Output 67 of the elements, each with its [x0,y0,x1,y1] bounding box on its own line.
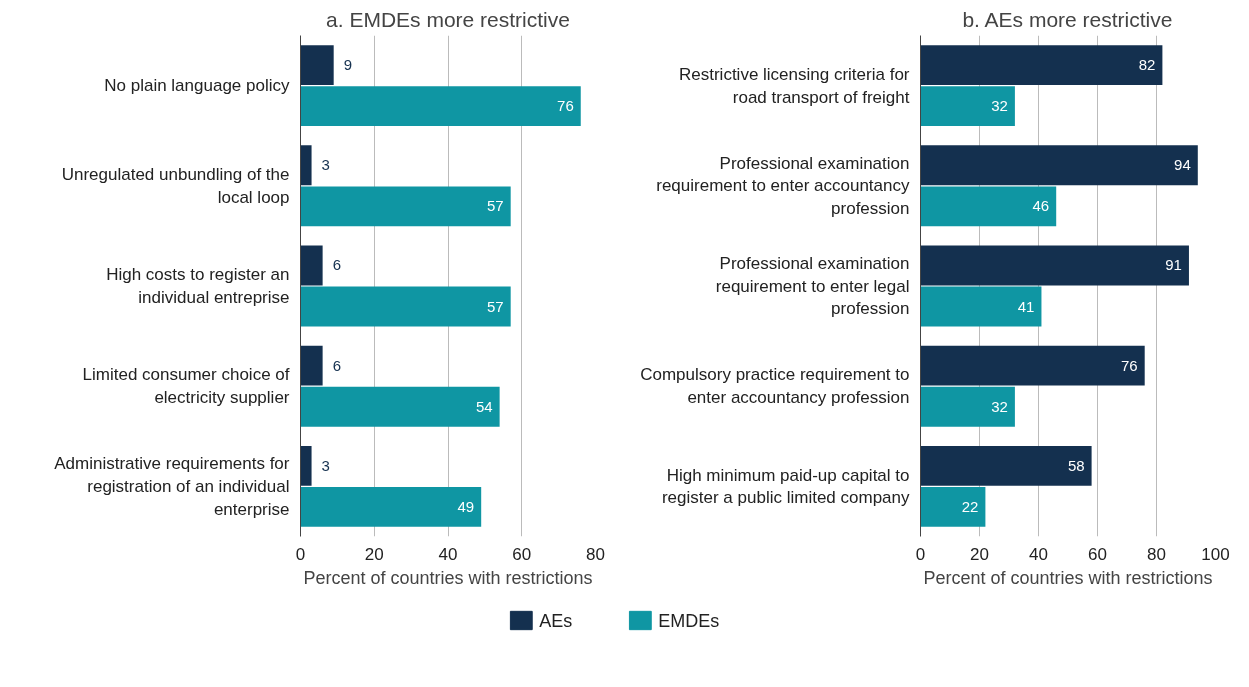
data-label: 54 [475,397,493,415]
y-tick-label: No plain language policy [104,76,290,96]
y-tick-label: Professional examination requirement to enter legal profession [715,253,910,319]
bar [300,386,500,427]
data-label: 46 [1032,197,1050,215]
bar [920,386,1015,427]
legend-label: EMDEs [658,610,720,631]
data-label: 58 [1067,456,1085,474]
data-label: 94 [1174,156,1191,174]
y-tick-label: High minimum paid-up capital to register a public limited company [661,465,910,508]
bar [300,245,323,286]
bar [920,86,1015,127]
y-tick-label: Compulsory practice requirement to enter accountancy profession [640,365,910,408]
data-label: 32 [991,397,1008,415]
bar [300,45,334,85]
bar [920,487,986,527]
data-label: 6 [332,356,341,374]
bar [300,186,511,227]
x-tick-label: 40 [438,544,458,564]
data-label: 57 [487,197,504,215]
x-tick-label: 60 [1088,544,1107,564]
x-tick-label: 0 [295,544,306,564]
bar [920,286,1042,327]
x-axis-title: Percent of countries with restrictions [923,567,1213,588]
data-label: 49 [457,497,475,515]
data-label: 3 [321,456,330,474]
bar [920,145,1198,186]
bar [300,86,581,127]
data-label: 57 [487,297,504,315]
x-tick-label: 80 [1147,544,1166,564]
x-tick-label: 100 [1201,544,1230,564]
data-label: 82 [1138,56,1156,74]
data-label: 76 [1121,356,1138,374]
bar [300,345,323,386]
data-label: 6 [332,256,341,274]
y-tick-label: Unregulated unbundling of the local loop [61,164,290,207]
chart-title: a. EMDEs more restrictive [326,7,570,31]
x-tick-label: 0 [915,544,926,564]
data-label: 76 [557,97,574,115]
data-label: 9 [343,56,353,74]
bar [920,45,1163,85]
x-tick-label: 40 [1029,544,1048,564]
y-tick-label: Restrictive licensing criteria for road transport of freight [678,64,910,107]
x-tick-label: 80 [586,544,605,564]
bar [300,286,511,327]
chart-title: b. AEs more restrictive [962,7,1173,31]
data-label: 32 [991,97,1008,115]
x-tick-label: 60 [512,544,532,564]
x-tick-label: 20 [970,544,989,564]
bar [920,345,1145,386]
x-axis-title: Percent of countries with restrictions [303,567,593,588]
bar [300,145,312,186]
legend-label: AEs [539,610,573,631]
y-tick-label: High costs to register an individual entreprise [106,265,290,307]
bar [300,445,312,486]
data-label: 22 [961,497,979,515]
x-tick-label: 20 [364,544,384,564]
data-label: 91 [1165,256,1182,274]
data-label: 41 [1017,297,1035,315]
bar [920,186,1057,227]
y-tick-label: Administrative requirements for registration of an individual enterprise [54,454,290,519]
bar [300,487,482,527]
y-tick-label: Professional examination requirement to enter accountancy profession [656,153,910,219]
bar [920,445,1092,486]
y-tick-label: Limited consumer choice of electricity supplier [82,365,290,408]
data-label: 3 [321,156,330,174]
bar [920,245,1189,286]
